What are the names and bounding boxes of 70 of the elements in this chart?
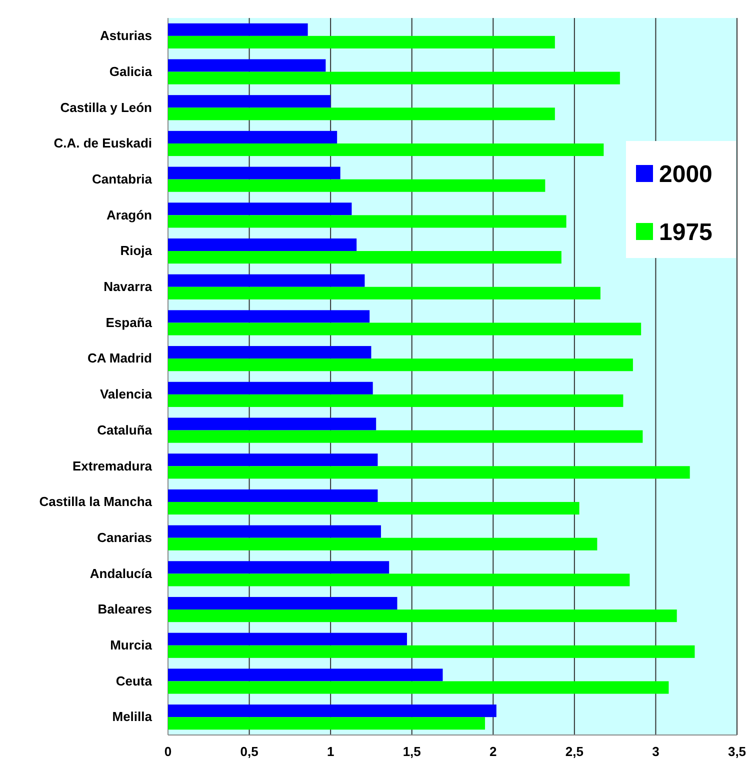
y-tick-label: Melilla (112, 709, 153, 724)
y-tick-label: Canarias (97, 530, 152, 545)
bar (168, 525, 381, 538)
bar (168, 72, 620, 84)
bar (168, 466, 690, 479)
y-tick-label: Galicia (109, 64, 153, 79)
x-tick-label: 1,5 (402, 744, 421, 760)
bar (168, 596, 398, 610)
y-tick-label: Cataluña (97, 422, 153, 438)
bar (168, 681, 669, 694)
y-tick-label: Valencia (100, 386, 153, 402)
bar (168, 179, 546, 192)
bar (168, 717, 486, 730)
bar (168, 238, 357, 252)
bar (168, 489, 378, 502)
bar (168, 322, 642, 336)
bar (168, 166, 340, 180)
bar (168, 632, 407, 646)
y-tick-label: Cantabria (92, 171, 153, 186)
bar (168, 538, 598, 550)
y-tick-label: Castilla y León (60, 100, 152, 115)
y-tick-label: Aragón (106, 207, 152, 222)
bar (168, 59, 326, 72)
bar (168, 130, 338, 144)
bar (168, 502, 580, 515)
x-tick-label: 0,5 (240, 744, 258, 760)
bar (168, 382, 373, 394)
bar (168, 95, 331, 108)
bar (168, 358, 633, 372)
y-tick-label: Navarra (104, 279, 153, 294)
bar (168, 108, 555, 120)
y-tick-label: Ceuta (116, 673, 153, 688)
bar (168, 430, 643, 443)
bar (168, 454, 378, 466)
y-tick-label: CA Madrid (87, 350, 152, 366)
bar (168, 143, 604, 156)
x-tick-label: 3 (652, 744, 660, 760)
x-tick-label: 2 (490, 744, 497, 760)
y-tick-label: España (106, 314, 153, 330)
bar (168, 418, 376, 430)
bar (168, 274, 365, 287)
legend-label: 2000 (659, 161, 712, 188)
y-tick-label: C.A. de Euskadi (54, 136, 152, 151)
bar (168, 215, 566, 228)
y-tick-label: Rioja (120, 243, 153, 258)
bar (168, 394, 624, 407)
bar (168, 610, 677, 622)
bar (168, 561, 390, 574)
y-tick-label: Murcia (110, 638, 153, 653)
y-tick-label: Andalucía (90, 566, 153, 581)
bar (168, 36, 555, 48)
bar (168, 251, 562, 264)
x-tick-label: 2,5 (565, 744, 584, 760)
x-tick-label: 1 (326, 744, 334, 760)
legend-label: 1975 (659, 219, 712, 246)
bar (168, 23, 308, 36)
bar (168, 310, 370, 323)
y-tick-label: Baleares (98, 602, 152, 617)
bar (168, 574, 630, 586)
bar (168, 645, 695, 658)
bar (168, 286, 600, 300)
y-tick-label: Extremadura (72, 458, 153, 474)
x-tick-label: 3,5 (728, 744, 746, 760)
bar (168, 202, 352, 216)
bar (168, 704, 496, 718)
x-tick-label: 0 (164, 744, 172, 760)
y-tick-label: Castilla la Mancha (39, 494, 153, 510)
bar (168, 346, 372, 359)
y-tick-label: Asturias (100, 28, 152, 44)
bar (168, 668, 443, 682)
